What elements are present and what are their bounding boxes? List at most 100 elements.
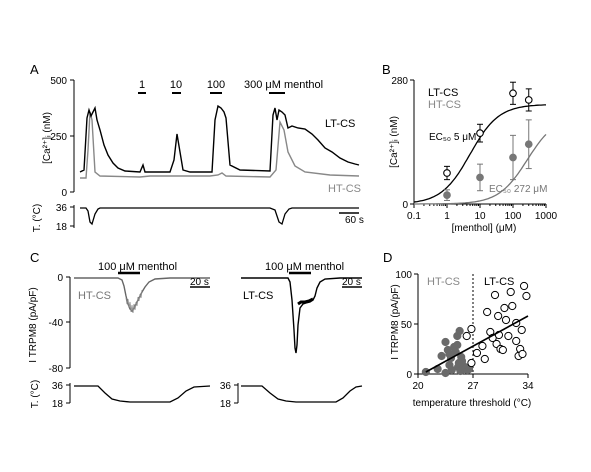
panel-d-data-point [506,287,515,297]
panel-d-data-point [522,291,531,301]
panel-d-x-tick-label: 34 [522,381,534,392]
panel-c-menthol-label-left: 100 μM menthol [98,261,177,273]
panel-b-x-tick-label: 10 [474,211,486,222]
panel-a-temp-tick-label: 18 [56,222,68,233]
panel-a-y-label: [Ca²⁺]ᵢ (nM) [42,112,53,164]
panel-b-plot: 280 00.1 1 10 100 1000 [391,76,557,222]
panel-c-temp-tick-label: 36 [52,381,64,392]
panel-c-letter: C [30,250,39,265]
panel-b-y-label: [Ca²⁺]ᵢ (nM) [389,116,400,168]
panel-d-plot: 100 50 020 27 34 [395,270,534,392]
panel-a-lt-cs-trace [79,104,360,173]
panel-c-series-label-lt: LT-CS [243,290,273,302]
panel-c-ht-cs-trace-noise [125,289,143,314]
panel-a-letter: A [30,62,39,77]
panel-b: B 280 00.1 1 10 100 1000 LT-CS HT-CS EC₅₀ 5 μ… [382,62,558,234]
panel-a-temp-label: T. (°C) [32,204,43,232]
panel-b-data-point [524,140,533,149]
panel-b-x-tick-label: 0.1 [407,211,421,222]
panel-c-temp-tick-label: 18 [220,399,232,410]
panel-d-data-point [462,331,471,341]
menthol-label-10: 10 [170,79,182,91]
panel-d-data-point [518,349,527,359]
panel-d-data-point [455,326,464,336]
panel-c-series-label-ht: HT-CS [78,290,111,302]
panel-d-group-label-lt: LT-CS [484,276,514,288]
panel-c-temp-trace-right [241,385,363,403]
panel-d-data-point [517,325,526,335]
panel-d-data-point [483,307,492,317]
panel-c-temp-tick-label: 36 [220,381,232,392]
panel-d-data-point [500,303,509,313]
panel-d-x-tick-label: 27 [467,381,479,392]
panel-d-data-point [508,301,517,311]
panel-d-group-label-ht: HT-CS [427,276,460,288]
panel-b-data-point [524,96,533,104]
panel-c-y-tick-label: -80 [49,364,64,375]
panel-b-data-point [509,89,517,98]
panel-b-legend-lt: LT-CS [428,87,458,99]
panel-a-temp-tick-label: 36 [56,203,68,214]
menthol-label-100: 100 [207,79,225,91]
panel-b-ec50-ht: EC₅₀ 272 μM [489,184,547,195]
panel-d-data-point [453,340,462,350]
panel-a-series-label-ht: HT-CS [328,183,361,195]
panel-d-x-tick-label: 20 [412,381,424,392]
panel-b-x-tick-label: 100 [505,211,522,222]
panel-c-menthol-label-right: 100 μM menthol [265,261,344,273]
panel-d-data-point [467,358,476,368]
panel-b-legend-ht: HT-CS [428,99,461,111]
panel-b-fit-curve [414,133,547,205]
menthol-label-300: 300 μM menthol [244,79,323,91]
panel-b-x-tick-label: 1000 [535,211,558,222]
panel-b-data-point [476,129,484,137]
panel-d-data-point [494,311,503,321]
panel-c-y-tick-label: 0 [57,273,63,284]
panel-d-data-point [437,351,446,361]
panel-d-letter: D [383,250,392,265]
panel-d-data-point [467,324,476,334]
panel-d: D 100 50 020 27 34 HT-CS LT-CS I TRPM8 (pA/p… [383,250,534,409]
panel-b-data-point [476,173,484,182]
panel-c-scale-bar-label-left: 20 s [190,277,209,288]
panel-d-data-point [472,348,482,358]
panel-a-series-label-lt: LT-CS [325,118,355,130]
panel-d-y-tick-label: 100 [395,270,412,281]
panel-a-y-tick-label: 250 [50,132,67,143]
panel-b-ec50-lt: EC₅₀ 5 μM [429,132,476,143]
panel-c-scale-bar-label-right: 20 s [342,277,361,288]
panel-b-letter: B [382,62,391,77]
panel-d-data-point [498,345,507,355]
panel-c-temp-label: T. (°C) [30,380,41,408]
panel-d-data-point [480,354,489,364]
panel-d-x-label: temperature threshold (°C) [413,398,532,409]
panel-c-temp-trace-left [74,385,211,403]
panel-b-data-point [509,153,517,162]
menthol-label-1: 1 [139,79,145,91]
panel-c-lt-cs-trace [241,277,362,354]
panel-d-data-point [519,281,529,291]
panel-d-y-tick-label: 50 [401,320,413,331]
panel-c-lt-cs-trace-thick [297,297,314,306]
panel-b-y-tick-label: 280 [391,76,408,87]
panel-b-y-tick-label: 0 [402,200,408,211]
panel-d-regression-line [425,315,529,373]
panel-d-y-label: I TRPM8 (pA/pF) [390,284,401,359]
panel-a-y-tick-label: 500 [50,76,67,87]
panel-b-x-label: [menthol] (μM) [452,223,517,234]
panel-c-temp-tick-label: 18 [52,399,64,410]
panel-c-ht-cs-trace [74,277,210,313]
panel-a-temp-trace [80,207,359,226]
panel-c-y-label: I TRPM8 (pA/pF) [28,287,39,362]
panel-d-data-point [501,315,511,325]
panel-c: C 100 μM menthol 100 μM menthol 0 -40 -8… [28,250,363,410]
panel-d-y-tick-label: 0 [406,370,412,381]
panel-a-scale-bar-label: 60 s [345,215,364,226]
panel-d-data-point [490,290,500,300]
panel-a-y-tick-label: 0 [61,188,67,199]
panel-b-x-tick-label: 1 [444,211,450,222]
panel-c-y-tick-label: -40 [49,318,64,329]
panel-d-data-point [478,341,487,351]
panel-d-data-point [504,331,513,341]
